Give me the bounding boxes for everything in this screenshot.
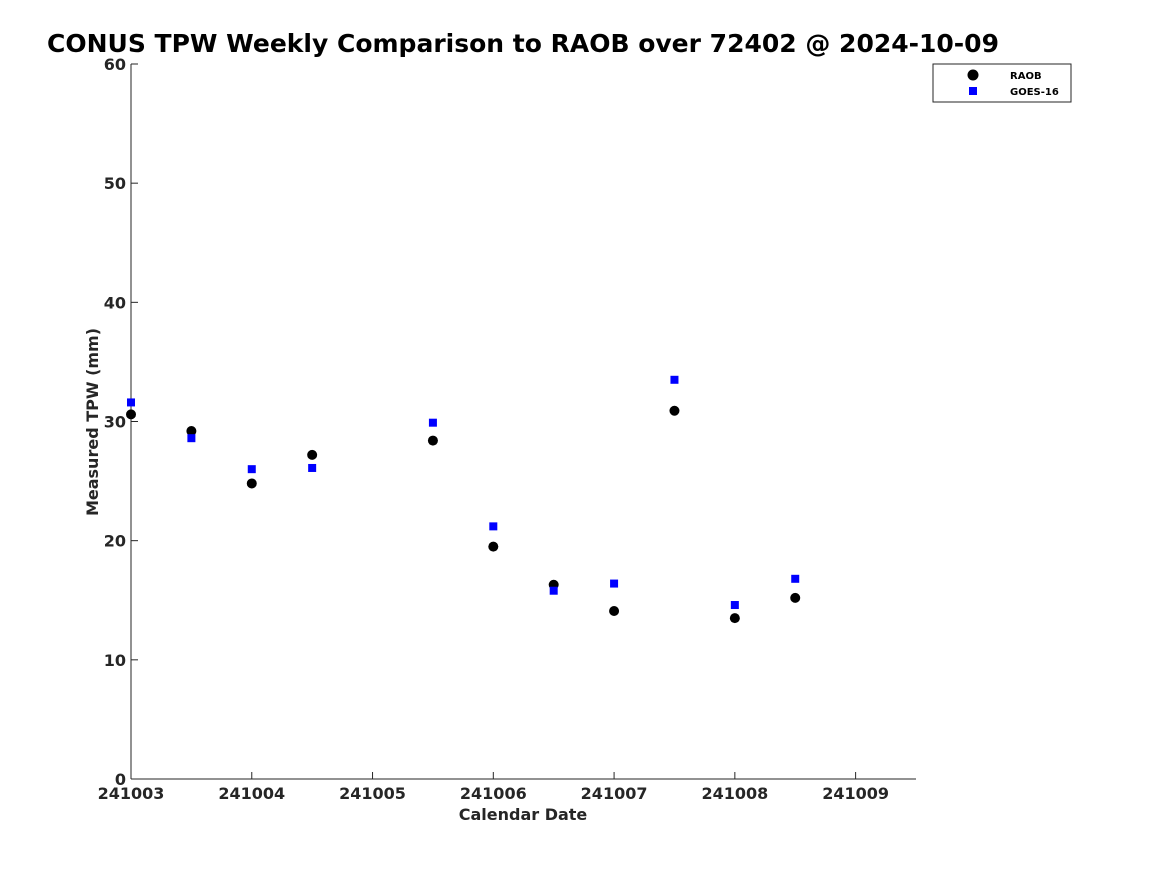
y-axis-ticks: 0 10 20 30 40 50 60 <box>104 55 138 789</box>
point-goes16 <box>670 375 679 384</box>
legend-box <box>932 63 1072 103</box>
point-goes16 <box>489 522 498 531</box>
point-raob <box>126 409 136 420</box>
point-goes16 <box>428 418 437 427</box>
legend-raob-label: RAOB <box>1010 71 1042 82</box>
point-goes16 <box>730 601 739 610</box>
x-tick-label: 241004 <box>218 784 285 803</box>
point-goes16 <box>549 586 558 595</box>
y-tick-label: 10 <box>104 651 126 670</box>
x-tick-label: 241003 <box>98 784 165 803</box>
legend: RAOB GOES-16 <box>932 63 1072 103</box>
point-raob <box>609 605 620 616</box>
point-goes16 <box>610 579 619 588</box>
legend-goes16-label: GOES-16 <box>1010 87 1059 98</box>
y-axis-label: Measured TPW (mm) <box>83 328 102 516</box>
y-tick-label: 20 <box>104 532 126 551</box>
x-axis-ticks: 241003 241004 241005 241006 241007 241008 2410… <box>98 772 889 803</box>
x-tick-label: 241008 <box>701 784 768 803</box>
point-raob <box>186 426 197 437</box>
point-goes16 <box>187 434 196 443</box>
x-tick-label: 241009 <box>822 784 889 803</box>
data-points <box>126 375 801 624</box>
legend-raob-marker <box>967 69 979 81</box>
point-goes16 <box>127 398 135 407</box>
point-goes16 <box>308 463 317 472</box>
chart-title: CONUS TPW Weekly Comparison to RAOB over… <box>47 29 999 58</box>
point-goes16 <box>791 574 800 583</box>
x-tick-label: 241007 <box>581 784 648 803</box>
y-tick-label: 40 <box>104 293 126 312</box>
y-tick-label: 50 <box>104 174 126 193</box>
y-tick-label: 60 <box>104 55 126 74</box>
point-raob <box>488 541 499 552</box>
point-raob <box>427 435 438 446</box>
y-tick-label: 30 <box>104 413 126 432</box>
x-tick-label: 241006 <box>460 784 527 803</box>
legend-goes16-marker <box>969 87 977 95</box>
x-axis-label: Calendar Date <box>459 805 588 824</box>
x-tick-label: 241005 <box>339 784 406 803</box>
point-raob <box>669 405 680 416</box>
y-tick-label: 0 <box>115 770 126 789</box>
point-goes16 <box>247 465 256 474</box>
point-raob <box>246 478 257 489</box>
point-raob <box>790 592 801 603</box>
point-raob <box>729 613 740 624</box>
point-raob <box>307 449 318 460</box>
